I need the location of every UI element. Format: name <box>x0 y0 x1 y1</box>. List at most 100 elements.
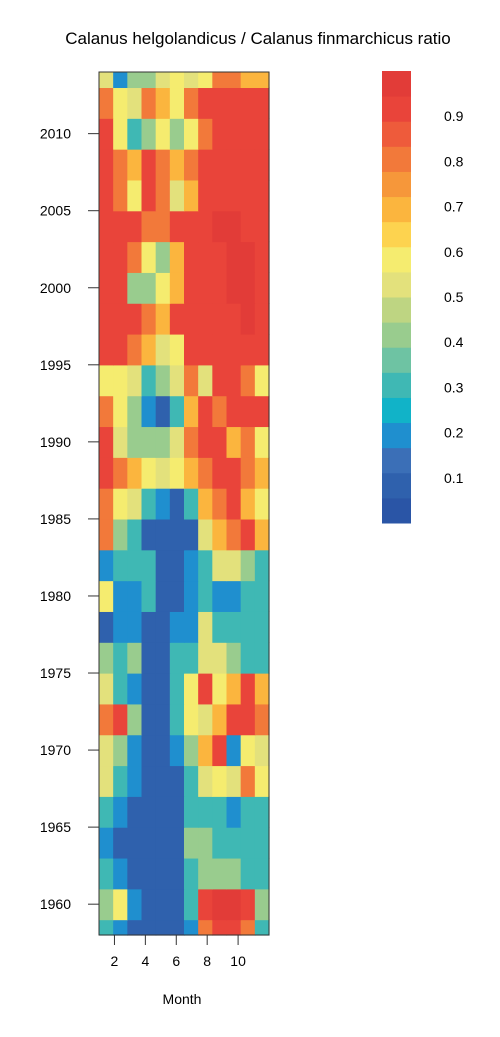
heatmap-cell <box>254 179 270 212</box>
heatmap-cell <box>226 87 242 119</box>
heatmap-cell <box>155 210 171 243</box>
heatmap-cell <box>141 241 157 273</box>
heatmap-cell <box>141 857 157 890</box>
heatmap-cell <box>254 673 270 705</box>
heatmap-cell <box>240 765 256 797</box>
heatmap-cell <box>226 734 242 767</box>
heatmap-cell <box>240 210 256 243</box>
y-tick-label: 1970 <box>40 742 71 758</box>
heatmap-cell <box>113 426 128 458</box>
heatmap-cell <box>155 919 171 936</box>
heatmap-cell <box>212 518 228 551</box>
heatmap-cell <box>226 642 242 674</box>
heatmap-cell <box>240 395 256 428</box>
heatmap-cell <box>99 72 114 89</box>
heatmap-cell <box>113 703 128 736</box>
heatmap-cell <box>184 611 199 643</box>
heatmap-cell <box>254 888 270 921</box>
heatmap-cell <box>155 72 171 89</box>
heatmap-cell <box>198 703 213 736</box>
heatmap-cell <box>113 518 128 551</box>
heatmap-cell <box>155 734 171 767</box>
heatmap-cell <box>113 457 128 489</box>
heatmap-cell <box>226 796 242 828</box>
heatmap-cell <box>254 364 270 397</box>
heatmap-cell <box>99 426 114 458</box>
heatmap-cell <box>198 518 213 551</box>
heatmap-cell <box>226 888 242 921</box>
colorbar-tick-label: 0.1 <box>444 470 464 486</box>
heatmap-cell <box>169 364 185 397</box>
heatmap-cell <box>212 673 228 705</box>
heatmap-cell <box>198 611 213 643</box>
heatmap-cell <box>127 580 143 612</box>
heatmap-cell <box>99 611 114 643</box>
heatmap-cell <box>99 457 114 489</box>
heatmap-cell <box>99 272 114 304</box>
heatmap-cell <box>127 72 143 89</box>
heatmap-cell <box>198 580 213 612</box>
heatmap-cell <box>99 827 114 859</box>
heatmap-cell <box>184 303 199 335</box>
y-tick-label: 1995 <box>40 357 71 373</box>
heatmap-cell <box>141 580 157 612</box>
colorbar-segment <box>382 422 411 449</box>
heatmap-cell <box>198 272 213 304</box>
heatmap-cell <box>254 734 270 767</box>
heatmap-cell <box>198 303 213 335</box>
heatmap-cell <box>212 241 228 273</box>
heatmap-cell <box>226 118 242 150</box>
heatmap-cell <box>184 488 199 520</box>
heatmap-cell <box>155 118 171 150</box>
heatmap-cell <box>127 118 143 150</box>
heatmap-cell <box>113 734 128 767</box>
heatmap-cell <box>99 580 114 612</box>
heatmap-cell <box>184 210 199 243</box>
colorbar-segment <box>382 71 411 97</box>
heatmap-cell <box>155 426 171 458</box>
heatmap-cell <box>127 364 143 397</box>
heatmap-cell <box>184 673 199 705</box>
heatmap-cell <box>155 796 171 828</box>
heatmap-cell <box>169 87 185 119</box>
heatmap-cell <box>198 919 213 936</box>
heatmap-cell <box>169 611 185 643</box>
plot-frame <box>98 71 270 936</box>
heatmap-cell <box>184 457 199 489</box>
heatmap-cell <box>212 827 228 859</box>
heatmap-cell <box>198 827 213 859</box>
heatmap-cell <box>226 364 242 397</box>
heatmap-cell <box>212 395 228 428</box>
heatmap-cell <box>198 149 213 181</box>
heatmap-cell <box>169 827 185 859</box>
heatmap-cell <box>141 488 157 520</box>
heatmap-cell <box>127 87 143 119</box>
heatmap-cell <box>155 488 171 520</box>
heatmap-cell <box>141 765 157 797</box>
colorbar-segment <box>382 297 411 323</box>
heatmap-cell <box>169 642 185 674</box>
heatmap-cell <box>212 919 228 936</box>
heatmap-cell <box>226 426 242 458</box>
x-axis-title: Month <box>163 991 202 1007</box>
heatmap-cell <box>169 796 185 828</box>
heatmap-cell <box>184 241 199 273</box>
heatmap-cell <box>184 580 199 612</box>
heatmap-cell <box>127 241 143 273</box>
heatmap-cell <box>127 827 143 859</box>
heatmap-cell <box>169 241 185 273</box>
heatmap-cell <box>99 364 114 397</box>
heatmap-cell <box>198 364 213 397</box>
heatmap-cell <box>141 673 157 705</box>
heatmap-cell <box>184 734 199 767</box>
heatmap-cell <box>198 549 213 582</box>
heatmap-cell <box>198 796 213 828</box>
heatmap-cell <box>226 210 242 243</box>
heatmap-cell <box>212 611 228 643</box>
heatmap-cell <box>113 827 128 859</box>
heatmap-cell <box>127 642 143 674</box>
heatmap-cell <box>141 827 157 859</box>
heatmap-cell <box>240 87 256 119</box>
colorbar-segment <box>382 196 411 223</box>
heatmap-cell <box>254 149 270 181</box>
